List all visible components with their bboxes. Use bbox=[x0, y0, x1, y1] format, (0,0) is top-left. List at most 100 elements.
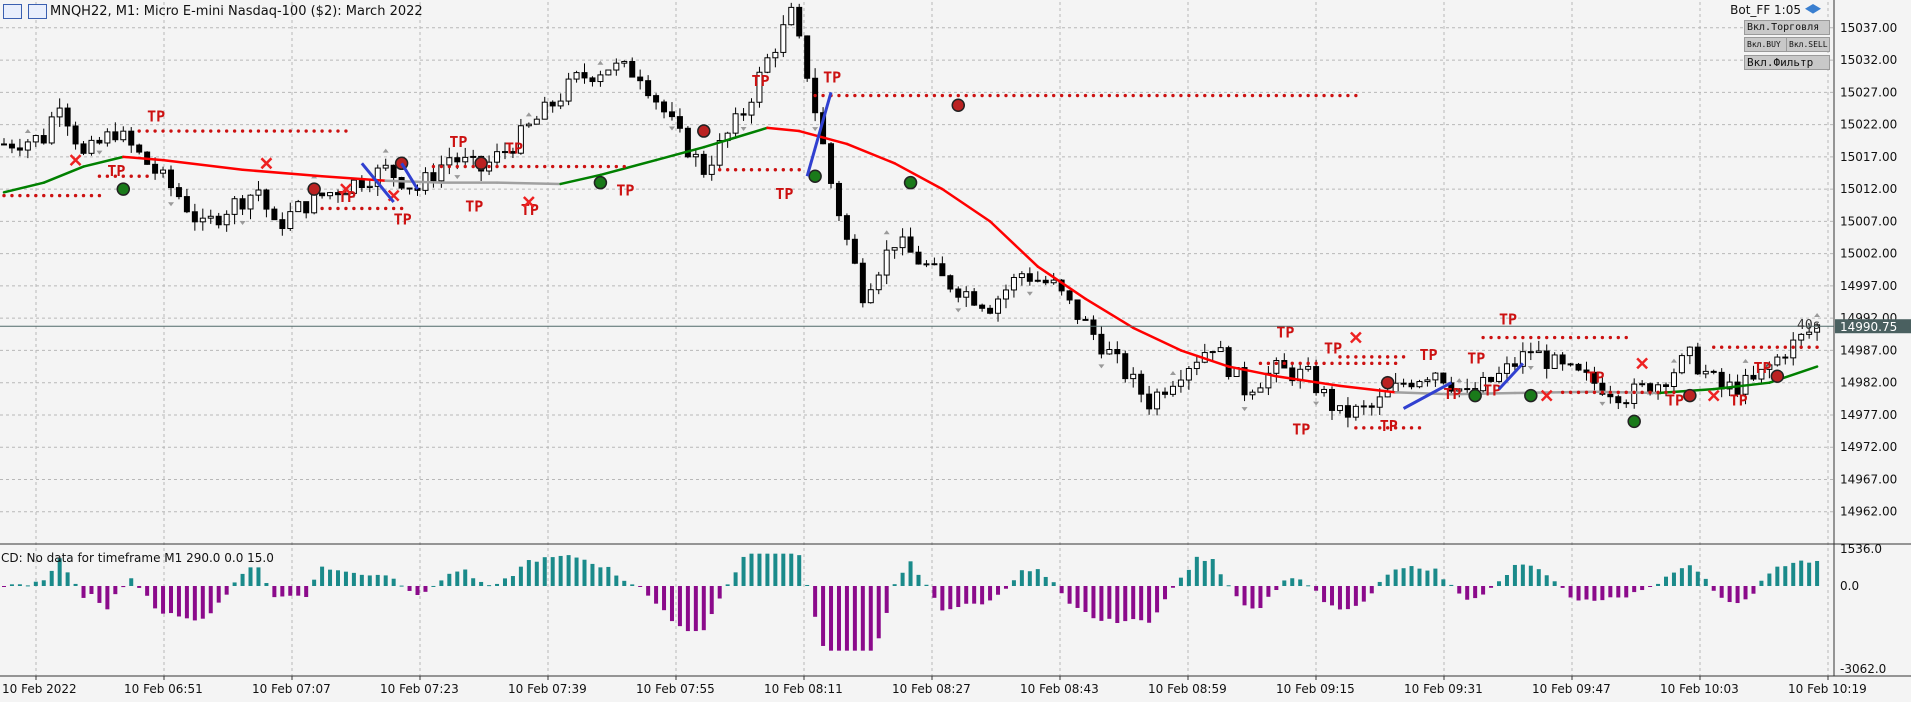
histogram-bar bbox=[630, 584, 635, 586]
histogram-bar bbox=[1679, 568, 1684, 586]
histogram-bar bbox=[1393, 569, 1398, 586]
candle-body bbox=[1511, 363, 1518, 367]
fractal-up-arrow bbox=[525, 112, 532, 117]
candle-body bbox=[207, 215, 214, 219]
candle bbox=[804, 35, 811, 82]
fractal-down-arrow bbox=[955, 308, 962, 313]
candle bbox=[835, 180, 842, 222]
tp-level-dot bbox=[1727, 345, 1732, 349]
tp-level-dot bbox=[932, 93, 937, 98]
candle bbox=[517, 118, 524, 155]
histogram-bar bbox=[1123, 586, 1128, 622]
candle-body bbox=[1122, 353, 1129, 380]
candle bbox=[1010, 273, 1017, 298]
filter-toggle-button[interactable]: Вкл.Фильтр bbox=[1744, 55, 1830, 70]
tp-level-dot bbox=[113, 174, 118, 178]
tp-level-dot bbox=[1155, 93, 1159, 98]
histogram-bar bbox=[168, 586, 173, 614]
histogram-bar bbox=[1377, 581, 1382, 586]
tp-level-dot bbox=[543, 164, 547, 169]
candle-body bbox=[1702, 370, 1709, 375]
candle-body bbox=[1591, 371, 1598, 384]
fractal-up-arrow bbox=[1456, 378, 1463, 383]
candle-body bbox=[8, 143, 15, 149]
histogram-bar bbox=[988, 586, 993, 601]
tp-level-dot bbox=[1147, 93, 1151, 98]
candle bbox=[1766, 361, 1773, 379]
candle-body bbox=[796, 6, 803, 37]
candle-body bbox=[1503, 363, 1510, 374]
tp-label: TP bbox=[465, 198, 483, 216]
tp-level-dot bbox=[1075, 93, 1080, 98]
price-tick-label: 14962.00 bbox=[1840, 505, 1897, 519]
buy-toggle-button[interactable]: Вкл.BUY bbox=[1744, 37, 1788, 52]
candle-body bbox=[446, 157, 453, 166]
histogram-bar bbox=[256, 567, 261, 586]
histogram-bar bbox=[81, 586, 86, 598]
candle bbox=[104, 128, 111, 147]
candle bbox=[1050, 272, 1057, 285]
candle bbox=[1344, 397, 1351, 428]
candle bbox=[255, 181, 262, 202]
candle bbox=[1225, 345, 1232, 380]
candle bbox=[1456, 388, 1463, 398]
chart-window-icon[interactable] bbox=[3, 3, 22, 19]
candle-body bbox=[1766, 364, 1773, 370]
histogram-bar bbox=[980, 586, 985, 605]
candle bbox=[979, 303, 986, 312]
ma-segment bbox=[42, 165, 85, 184]
tp-level-dot bbox=[733, 168, 738, 172]
histogram-bar bbox=[964, 586, 969, 604]
tp-level-dot bbox=[1759, 345, 1764, 349]
trade-toggle-button[interactable]: Вкл.Торговля bbox=[1744, 20, 1830, 35]
tp-level-dot bbox=[773, 168, 778, 172]
trade-entry-circle bbox=[951, 98, 966, 112]
histogram-bar bbox=[1600, 586, 1605, 601]
candle bbox=[883, 240, 890, 285]
histogram-bar bbox=[1815, 560, 1820, 586]
fractal-up-arrow bbox=[1169, 370, 1176, 375]
trade-entry-marker bbox=[1380, 375, 1395, 390]
time-tick-label: 10 Feb 10:19 bbox=[1788, 682, 1867, 696]
candle-body bbox=[1138, 373, 1145, 395]
candle bbox=[1257, 382, 1264, 393]
candle bbox=[1289, 364, 1296, 386]
candle-body bbox=[676, 116, 683, 129]
candle bbox=[796, 3, 803, 39]
candle bbox=[48, 111, 55, 145]
candle-body bbox=[1050, 279, 1057, 284]
tp-level-dot bbox=[232, 129, 237, 133]
histogram-bar bbox=[948, 586, 953, 610]
candle-body bbox=[16, 147, 23, 151]
histogram-bar bbox=[17, 584, 22, 586]
tp-level-dot bbox=[1234, 93, 1239, 98]
histogram-bar bbox=[351, 572, 356, 586]
sell-toggle-button[interactable]: Вкл.SELL bbox=[1786, 37, 1830, 52]
histogram-bar bbox=[1051, 582, 1056, 586]
histogram-bar bbox=[49, 570, 54, 586]
histogram-bar bbox=[33, 581, 38, 586]
ma-segment bbox=[559, 173, 602, 186]
histogram-bar bbox=[1640, 586, 1645, 591]
candle-body bbox=[995, 298, 1002, 314]
candle bbox=[899, 228, 906, 256]
tp-level-dot bbox=[1592, 390, 1597, 395]
tp-label: TP bbox=[1483, 382, 1501, 400]
candle-body bbox=[271, 208, 278, 221]
trade-entry-circle bbox=[1770, 369, 1785, 383]
histogram-bar bbox=[383, 575, 388, 586]
candle-body bbox=[653, 95, 660, 103]
candle-body bbox=[1146, 393, 1153, 410]
histogram-bar bbox=[1608, 586, 1613, 598]
chart-properties-icon[interactable] bbox=[28, 3, 47, 19]
tp-level-dot bbox=[185, 129, 189, 133]
histogram-bar bbox=[693, 586, 698, 632]
histogram-bar bbox=[741, 556, 746, 586]
ma-segment bbox=[599, 158, 658, 177]
candle-body bbox=[231, 198, 238, 215]
candle bbox=[1130, 367, 1137, 388]
tp-level-dot bbox=[137, 129, 141, 133]
histogram-bar bbox=[224, 586, 229, 595]
candle bbox=[1, 138, 7, 146]
